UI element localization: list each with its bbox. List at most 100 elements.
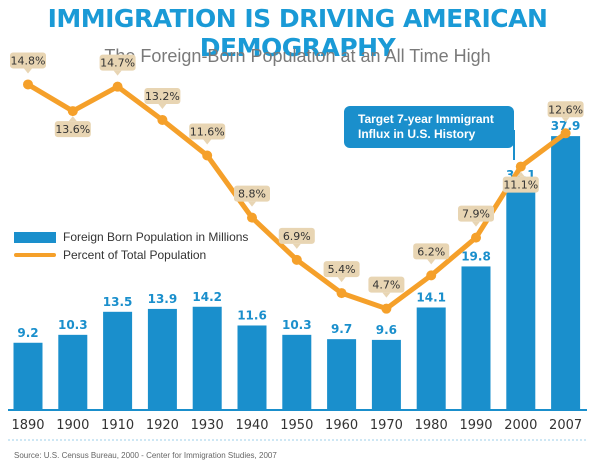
x-tick-label: 1910 [101,418,134,433]
line-point [247,212,257,223]
percent-label-pointer [382,292,391,298]
bar [327,339,357,409]
percent-label-pointer [158,103,167,109]
percent-label-pointer [427,259,436,265]
bar [192,306,222,409]
percent-label: 11.1% [503,179,538,192]
x-tick-label: 1990 [459,418,492,433]
x-tick-label: 1960 [325,418,358,433]
chart-subtitle: The Foreign-Born Population at an All Ti… [104,46,491,66]
percent-label-box [54,121,91,138]
bar-value-label: 9.7 [331,322,352,336]
bar [416,307,446,409]
percent-label-pointer [292,243,301,249]
callout-line-2: Influx in U.S. History [358,127,476,141]
bar-value-label: 10.3 [58,318,88,332]
legend-swatch-line [14,253,56,257]
bar [58,334,88,409]
bar-value-label: 13.5 [103,295,133,309]
bar [551,136,581,409]
bar-value-label: 9.6 [376,323,397,337]
line-point [336,288,347,299]
percent-label-box [547,101,584,118]
x-tick-label: 1930 [191,418,224,433]
bar-value-label: 14.2 [192,290,222,304]
legend-swatch-bars [14,231,56,243]
percent-label-box [144,87,181,104]
bar-value-label: 11.6 [237,308,267,322]
bar-value-label: 37.9 [551,119,581,133]
percent-label: 4.7% [372,279,400,292]
line-point [157,114,168,125]
bar [237,325,267,409]
source-note: Source: U.S. Census Bureau, 2000 - Cente… [14,451,277,460]
bar [282,334,312,409]
x-tick-label: 1890 [11,418,44,433]
x-tick-label: 1970 [370,418,403,433]
percent-label-pointer [561,117,570,123]
callout-box: Target 7-year Immigrant Influx in U.S. H… [344,106,514,148]
percent-label-pointer [337,277,346,283]
percent-label-box [413,243,450,260]
percent-label-box [458,205,494,222]
percent-label-pointer [472,221,480,227]
bar [103,311,133,409]
bar [506,185,536,409]
bar [147,308,177,409]
bar-value-label: 13.9 [148,292,178,306]
bar-value-label: 19.8 [461,249,491,263]
bar [13,342,43,409]
line-point [112,81,123,92]
percent-label-pointer [248,201,256,207]
percent-label-box [234,185,270,202]
x-tick-label: 1980 [415,418,448,433]
percent-label-pointer [203,139,212,145]
x-tick-label: 2007 [549,418,582,433]
percent-label-box [368,276,405,293]
percent-label-box [278,227,315,244]
bar [371,339,401,409]
line-point [426,270,437,281]
percent-label: 13.2% [145,90,180,103]
x-tick-label: 1940 [235,418,268,433]
percent-label: 6.2% [417,245,445,258]
line-point [381,303,392,314]
bar [461,266,491,409]
percent-label-pointer [68,116,77,122]
percent-label: 14.8% [11,54,46,67]
percent-label-pointer [24,68,32,74]
legend-label-line: Percent of Total Population [63,248,207,262]
legend-label-bars: Foreign Born Population in Millions [63,230,249,244]
x-tick-label: 1900 [56,418,89,433]
percent-label-box [502,176,539,193]
line-point [471,232,481,243]
x-tick-label: 2000 [504,418,537,433]
line-point [560,128,571,139]
legend-item-bars: Foreign Born Population in Millions [14,230,248,244]
line-point [291,254,302,265]
percent-label: 13.6% [55,123,90,136]
x-tick-label: 1920 [146,418,179,433]
percent-label: 14.7% [100,57,135,70]
percent-label: 11.6% [190,125,225,138]
percent-label-box [99,54,136,71]
legend-item-line: Percent of Total Population [14,248,206,262]
x-tick-label: 1950 [280,418,313,433]
bar-value-label: 10.3 [282,318,312,332]
line-point [515,161,526,172]
percent-label: 8.8% [238,188,266,201]
percent-label-pointer [516,171,525,177]
percent-label-box [323,261,360,278]
bar-value-label: 14.1 [416,290,446,304]
percent-label-box [10,52,46,69]
percent-label-box [189,123,226,140]
percent-label-pointer [113,70,122,76]
bar-value-label: 9.2 [17,326,38,340]
percent-label: 7.9% [462,208,490,221]
line-point [202,150,213,161]
callout-line-1: Target 7-year Immigrant [358,112,494,126]
percent-label: 5.4% [328,263,356,276]
line-point [23,79,33,90]
percent-label: 6.9% [283,230,311,243]
